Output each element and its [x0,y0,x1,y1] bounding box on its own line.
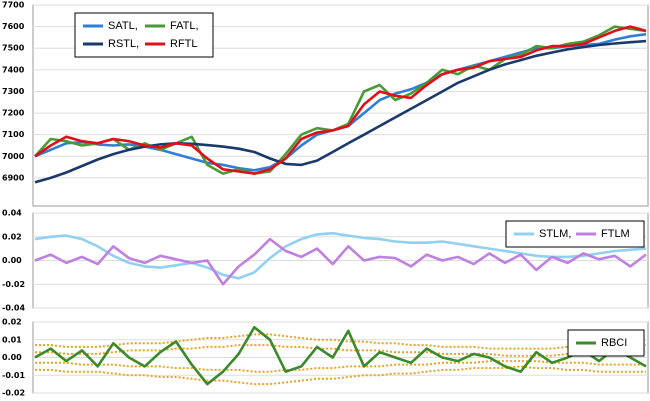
y-tick-label: 0.00 [2,256,22,265]
y-tick-label: -0.01 [2,371,25,380]
series-line [34,237,647,286]
legend-label: RFTL [170,38,198,50]
y-tick-label: 0.04 [2,209,22,218]
y-tick-label: 0.02 [2,318,22,327]
legend-label: SATL, [108,20,138,32]
series-line [34,25,647,175]
series-line [34,39,647,184]
y-tick-label: 7400 [2,65,25,74]
y-tick-label: 7300 [2,87,25,96]
series-line [34,326,647,386]
y-tick-label: 7600 [2,22,25,31]
series-line [34,231,647,280]
legend-box [74,12,214,58]
y-tick-label: 7100 [2,130,25,139]
y-tick-label: 0.00 [2,353,22,362]
y-tick-label: 7700 [2,1,25,10]
y-tick-label: 0.02 [2,232,22,241]
legend: RBCI [567,329,645,357]
legend: SATL, FATL, RSTL, RFTL [74,12,214,58]
y-tick-label: -0.02 [2,389,25,398]
legend-label: FTLM [601,228,630,240]
y-tick-label: -0.04 [2,304,25,313]
legend-label: RSTL, [108,38,139,50]
legend: STLM, FTLM [505,220,645,248]
legend-label: FATL, [170,20,199,32]
y-tick-label: 7200 [2,109,25,118]
legend-label: RBCI [601,337,627,349]
y-tick-label: 6900 [2,173,25,182]
y-tick-label: 7000 [2,152,25,161]
legend-label: STLM, [539,228,571,240]
y-tick-label: 0.01 [2,335,22,344]
y-tick-label: 7500 [2,44,25,53]
y-tick-label: -0.02 [2,280,25,289]
